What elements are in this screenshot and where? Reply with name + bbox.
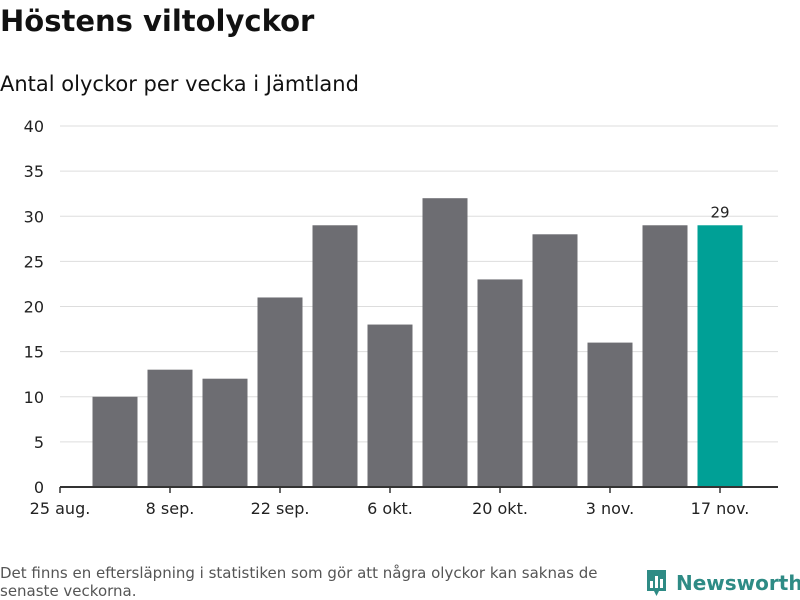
bar-chart-icon	[647, 570, 666, 596]
chart-subtitle: Antal olyckor per vecka i Jämtland	[0, 72, 359, 96]
x-tick-label: 22 sep.	[251, 499, 310, 518]
x-tick-label: 3 nov.	[586, 499, 635, 518]
footnote: Det finns en eftersläpning i statistiken…	[0, 564, 598, 600]
x-tick-label: 25 aug.	[30, 499, 91, 518]
bar	[257, 297, 303, 487]
bar	[422, 198, 468, 487]
brand-logo: Newsworthy	[645, 568, 800, 598]
bar	[367, 324, 413, 487]
brand-name: Newsworthy	[676, 571, 800, 595]
bar	[92, 396, 138, 487]
bar	[642, 225, 688, 487]
bar	[587, 342, 633, 487]
x-tick-label: 17 nov.	[691, 499, 750, 518]
x-tick-label: 6 okt.	[367, 499, 413, 518]
y-tick-label: 25	[24, 252, 44, 271]
bar-chart: 0 5 10 15 20 25 30 35 40 29 25 aug. 8 sep. 22 sep. 6 …	[24, 117, 778, 518]
y-tick-label: 0	[34, 478, 44, 497]
y-tick-label: 35	[24, 162, 44, 181]
y-tick-label: 5	[34, 433, 44, 452]
data-label: 29	[710, 203, 729, 221]
x-tick-label: 20 okt.	[472, 499, 528, 518]
y-tick-label: 30	[24, 207, 44, 226]
bar	[312, 225, 358, 487]
chart-title: Höstens viltolyckor	[0, 4, 315, 38]
y-tick-label: 20	[24, 298, 44, 317]
bar	[147, 369, 193, 487]
bar	[477, 279, 523, 487]
bar	[532, 234, 578, 487]
x-tick-label: 8 sep.	[146, 499, 195, 518]
y-tick-label: 40	[24, 117, 44, 136]
bar	[202, 378, 248, 487]
bar-highlight	[697, 225, 743, 487]
y-tick-label: 15	[24, 343, 44, 362]
y-tick-label: 10	[24, 388, 44, 407]
